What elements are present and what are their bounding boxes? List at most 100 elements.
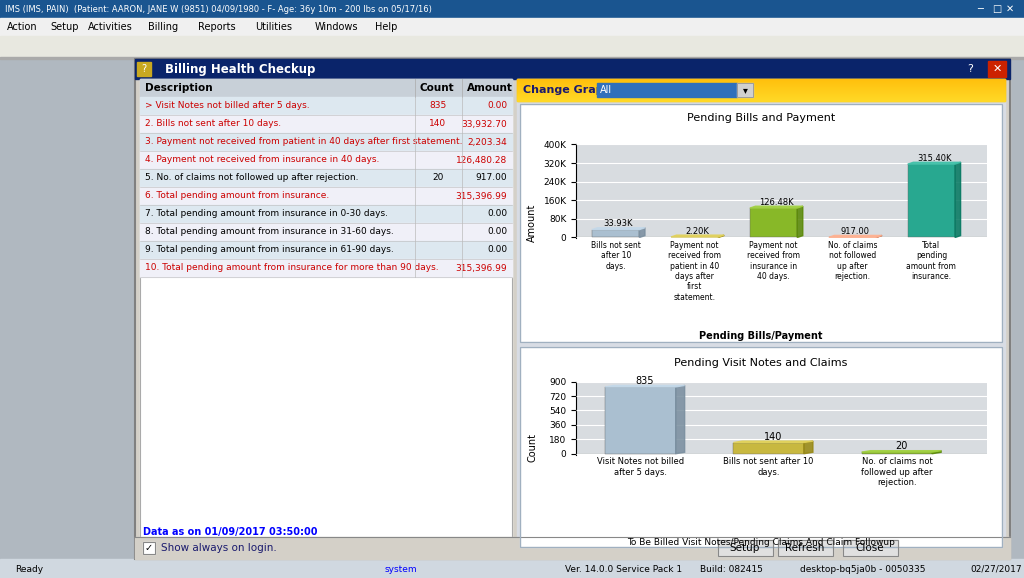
Bar [517, 89, 1005, 90]
Bar [143, 542, 155, 554]
Bar [718, 540, 773, 556]
Text: ▾: ▾ [742, 85, 748, 95]
Text: Ver. 14.0.0 Service Pack 1: Ver. 14.0.0 Service Pack 1 [565, 565, 682, 573]
Text: Data as on 01/09/2017 03:50:00: Data as on 01/09/2017 03:50:00 [143, 527, 317, 537]
Text: Change Graph:: Change Graph: [523, 85, 616, 95]
Text: 2,203.34: 2,203.34 [467, 138, 507, 146]
Bar [733, 443, 804, 454]
Bar [605, 387, 676, 454]
Text: system: system [385, 565, 418, 573]
Text: 8. Total pending amount from insurance in 31-60 days.: 8. Total pending amount from insurance i… [145, 228, 394, 236]
Bar [140, 79, 512, 557]
Polygon shape [671, 235, 724, 237]
Text: All: All [600, 85, 612, 95]
Polygon shape [733, 441, 813, 443]
Text: 0.00: 0.00 [486, 209, 507, 218]
Text: 315,396.99: 315,396.99 [456, 191, 507, 201]
Bar [517, 86, 1005, 87]
Text: 0.00: 0.00 [486, 246, 507, 254]
Bar [843, 540, 898, 556]
Bar [520, 104, 1002, 342]
Text: 126,480.28: 126,480.28 [456, 155, 507, 165]
Text: 20: 20 [895, 442, 907, 451]
Bar [861, 452, 932, 454]
Bar [517, 84, 1005, 85]
Text: Count: Count [527, 432, 538, 461]
Text: ?: ? [141, 64, 146, 74]
Text: 5. No. of claims not followed up after rejection.: 5. No. of claims not followed up after r… [145, 173, 358, 183]
Text: Pending Bills/Payment: Pending Bills/Payment [699, 331, 822, 341]
Bar [520, 104, 1002, 342]
Bar [517, 92, 1005, 93]
Text: 835: 835 [636, 376, 654, 386]
Text: 33.93K: 33.93K [604, 220, 633, 228]
Text: 6. Total pending amount from insurance.: 6. Total pending amount from insurance. [145, 191, 330, 201]
Bar [135, 537, 1010, 559]
Bar [517, 80, 1005, 81]
Text: Utilities: Utilities [255, 22, 292, 32]
Polygon shape [877, 235, 882, 238]
Polygon shape [592, 228, 645, 229]
Bar [140, 169, 512, 187]
Polygon shape [828, 235, 882, 238]
Polygon shape [605, 386, 685, 387]
Text: Build: 082415: Build: 082415 [700, 565, 763, 573]
Bar [737, 83, 753, 97]
Bar [517, 91, 1005, 92]
Text: 917.00: 917.00 [841, 227, 869, 236]
Bar [140, 187, 512, 205]
Bar [517, 88, 1005, 89]
Text: 02/27/2017: 02/27/2017 [970, 565, 1022, 573]
Bar [140, 133, 512, 151]
Bar [517, 81, 1005, 82]
Text: 140: 140 [764, 432, 782, 442]
Bar [517, 82, 1005, 83]
Bar [517, 79, 1005, 557]
Text: 0.00: 0.00 [486, 102, 507, 110]
Bar [140, 79, 512, 557]
Bar [0, 18, 1024, 36]
Bar [517, 97, 1005, 98]
Bar [517, 87, 1005, 88]
Text: Setup: Setup [50, 22, 79, 32]
Text: Billing: Billing [148, 22, 178, 32]
Text: Action: Action [7, 22, 38, 32]
Text: 7. Total pending amount from insurance in 0-30 days.: 7. Total pending amount from insurance i… [145, 209, 388, 218]
Text: ✕: ✕ [1006, 4, 1014, 14]
Text: IMS (IMS, PAIN)  (Patient: AARON, JANE W (9851) 04/09/1980 - F- Age: 36y 10m - 2: IMS (IMS, PAIN) (Patient: AARON, JANE W … [5, 5, 432, 13]
Polygon shape [676, 386, 685, 454]
Text: 315.40K: 315.40K [916, 154, 951, 163]
Polygon shape [719, 235, 724, 238]
Text: 126.48K: 126.48K [759, 198, 794, 207]
Text: 20: 20 [432, 173, 443, 183]
Bar [140, 205, 512, 223]
Bar [778, 540, 833, 556]
Bar [517, 90, 1005, 91]
Text: ✕: ✕ [992, 64, 1001, 74]
Bar [718, 540, 773, 556]
Text: Show always on login.: Show always on login. [161, 543, 276, 553]
Text: 0.00: 0.00 [486, 228, 507, 236]
Bar [737, 83, 753, 97]
Bar [517, 96, 1005, 97]
Bar [750, 208, 798, 238]
Bar [843, 540, 898, 556]
Text: □: □ [992, 4, 1001, 14]
Text: 2. Bills not sent after 10 days.: 2. Bills not sent after 10 days. [145, 120, 282, 128]
Bar [592, 229, 639, 238]
Bar [517, 95, 1005, 96]
Text: 33,932.70: 33,932.70 [461, 120, 507, 128]
Bar [140, 115, 512, 133]
Text: To Be Billed Visit Notes/Pending Claims And Claim Followup: To Be Billed Visit Notes/Pending Claims … [627, 538, 895, 547]
Text: Reports: Reports [198, 22, 236, 32]
Bar [517, 93, 1005, 94]
Bar [143, 542, 155, 554]
Bar [520, 347, 1002, 547]
Text: 917.00: 917.00 [475, 173, 507, 183]
Text: 3. Payment not received from patient in 40 days after first statement.: 3. Payment not received from patient in … [145, 138, 463, 146]
Text: Amount: Amount [527, 204, 538, 242]
Text: > Visit Notes not billed after 5 days.: > Visit Notes not billed after 5 days. [145, 102, 309, 110]
Text: Help: Help [375, 22, 397, 32]
Bar [517, 85, 1005, 86]
Text: Description: Description [145, 83, 213, 93]
